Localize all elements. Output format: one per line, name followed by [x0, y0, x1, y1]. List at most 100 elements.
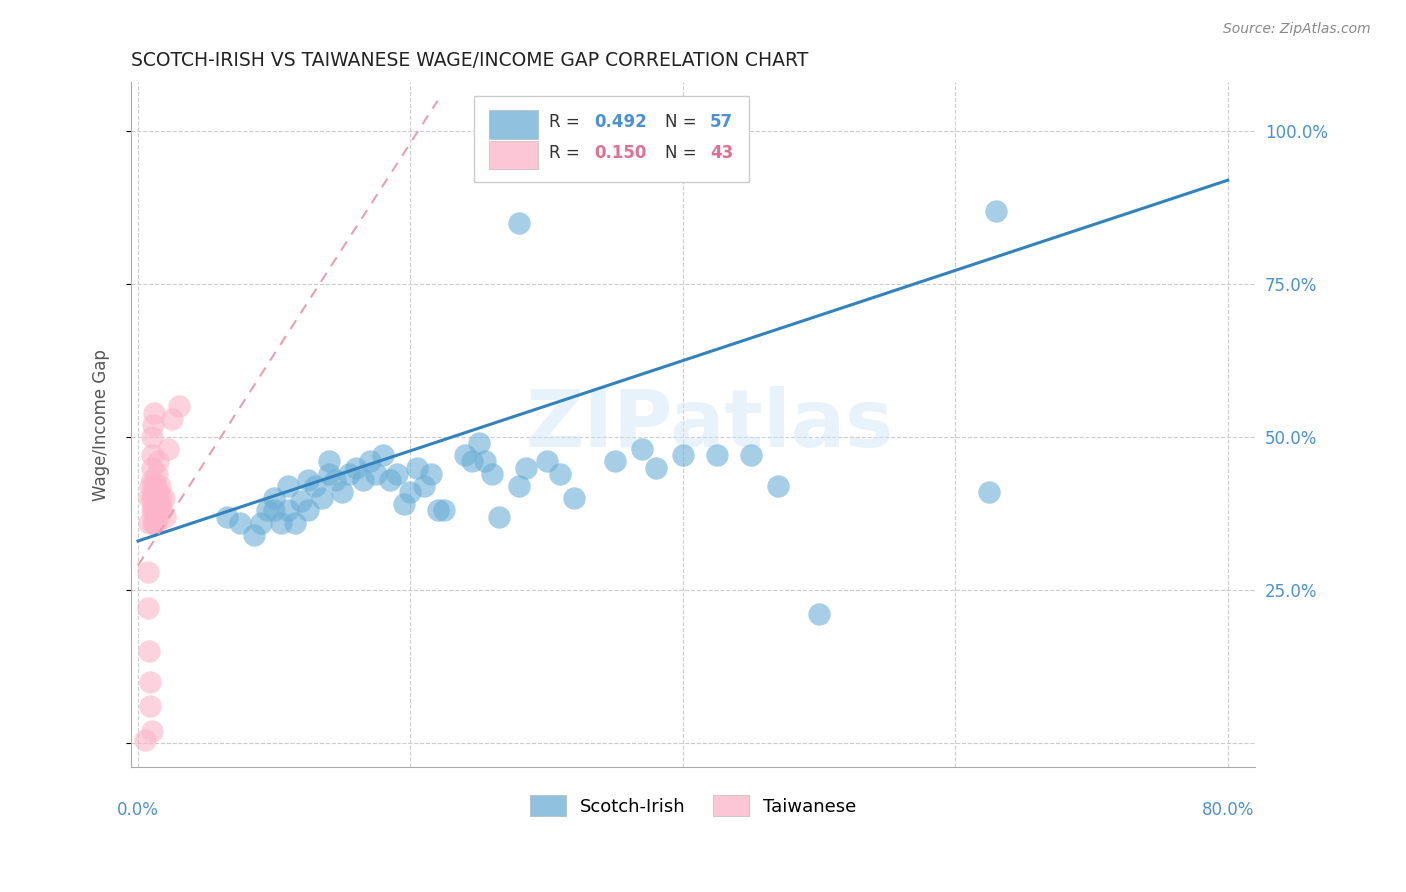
Point — [385, 467, 408, 481]
Point — [344, 460, 367, 475]
Point — [284, 516, 307, 530]
Point — [467, 436, 489, 450]
Point — [461, 454, 484, 468]
Point — [325, 473, 347, 487]
Point — [548, 467, 571, 481]
Point — [706, 449, 728, 463]
Point — [141, 491, 163, 506]
Point — [297, 503, 319, 517]
Point — [156, 442, 179, 457]
Point — [986, 203, 1008, 218]
Point — [167, 400, 190, 414]
Text: 0.150: 0.150 — [595, 144, 647, 161]
Text: SCOTCH-IRISH VS TAIWANESE WAGE/INCOME GAP CORRELATION CHART: SCOTCH-IRISH VS TAIWANESE WAGE/INCOME GA… — [131, 51, 808, 70]
Legend: Scotch-Irish, Taiwanese: Scotch-Irish, Taiwanese — [522, 788, 863, 823]
Point — [215, 509, 238, 524]
Point — [433, 503, 456, 517]
Point — [979, 485, 1001, 500]
Point — [141, 503, 163, 517]
Point — [631, 442, 654, 457]
Point — [143, 485, 166, 500]
Point — [426, 503, 449, 517]
Point — [142, 479, 165, 493]
Point — [150, 491, 173, 506]
Text: N =: N = — [665, 113, 702, 131]
Text: R =: R = — [550, 113, 585, 131]
Point — [740, 449, 762, 463]
Point — [149, 479, 172, 493]
Point — [141, 473, 163, 487]
Point — [515, 460, 537, 475]
Point — [139, 674, 162, 689]
Text: 0.492: 0.492 — [595, 113, 647, 131]
Point — [142, 516, 165, 530]
Text: 43: 43 — [710, 144, 733, 161]
Text: R =: R = — [550, 144, 585, 161]
Point — [145, 516, 167, 530]
Point — [352, 473, 374, 487]
Point — [768, 479, 790, 493]
Point — [138, 516, 160, 530]
Point — [399, 485, 422, 500]
Point — [330, 485, 353, 500]
Point — [141, 460, 163, 475]
Point — [242, 528, 264, 542]
Point — [406, 460, 429, 475]
FancyBboxPatch shape — [488, 110, 538, 138]
Point — [508, 479, 530, 493]
Point — [454, 449, 477, 463]
Point — [136, 565, 159, 579]
Point — [141, 723, 163, 738]
Point — [148, 485, 170, 500]
Point — [603, 454, 626, 468]
Point — [149, 497, 172, 511]
Point — [143, 500, 166, 515]
Point — [263, 503, 285, 517]
FancyBboxPatch shape — [488, 141, 538, 169]
Point — [138, 491, 160, 506]
Point — [160, 411, 183, 425]
Point — [318, 467, 340, 481]
Point — [139, 479, 162, 493]
Point — [337, 467, 360, 481]
Point — [146, 467, 169, 481]
Point — [136, 601, 159, 615]
Point — [508, 216, 530, 230]
Point — [229, 516, 252, 530]
Point — [155, 509, 177, 524]
Text: ZIPatlas: ZIPatlas — [526, 386, 894, 464]
Point — [373, 449, 395, 463]
FancyBboxPatch shape — [474, 96, 749, 182]
Point — [481, 467, 503, 481]
Point — [304, 479, 326, 493]
Point — [141, 449, 163, 463]
Point — [142, 417, 165, 432]
Point — [134, 732, 156, 747]
Point — [139, 699, 162, 714]
Text: N =: N = — [665, 144, 702, 161]
Point — [145, 503, 167, 517]
Point — [270, 516, 292, 530]
Point — [146, 497, 169, 511]
Point — [146, 512, 169, 526]
Point — [311, 491, 333, 506]
Point — [474, 454, 496, 468]
Point — [145, 479, 167, 493]
Point — [277, 503, 299, 517]
Point — [536, 454, 558, 468]
Point — [488, 509, 510, 524]
Point — [143, 406, 166, 420]
Point — [290, 494, 312, 508]
Point — [142, 491, 165, 506]
Point — [644, 460, 666, 475]
Text: Source: ZipAtlas.com: Source: ZipAtlas.com — [1223, 22, 1371, 37]
Point — [277, 479, 299, 493]
Point — [366, 467, 388, 481]
Text: 0.0%: 0.0% — [117, 801, 159, 819]
Y-axis label: Wage/Income Gap: Wage/Income Gap — [93, 349, 110, 500]
Point — [142, 503, 165, 517]
Point — [138, 644, 160, 658]
Point — [419, 467, 441, 481]
Point — [378, 473, 401, 487]
Point — [249, 516, 271, 530]
